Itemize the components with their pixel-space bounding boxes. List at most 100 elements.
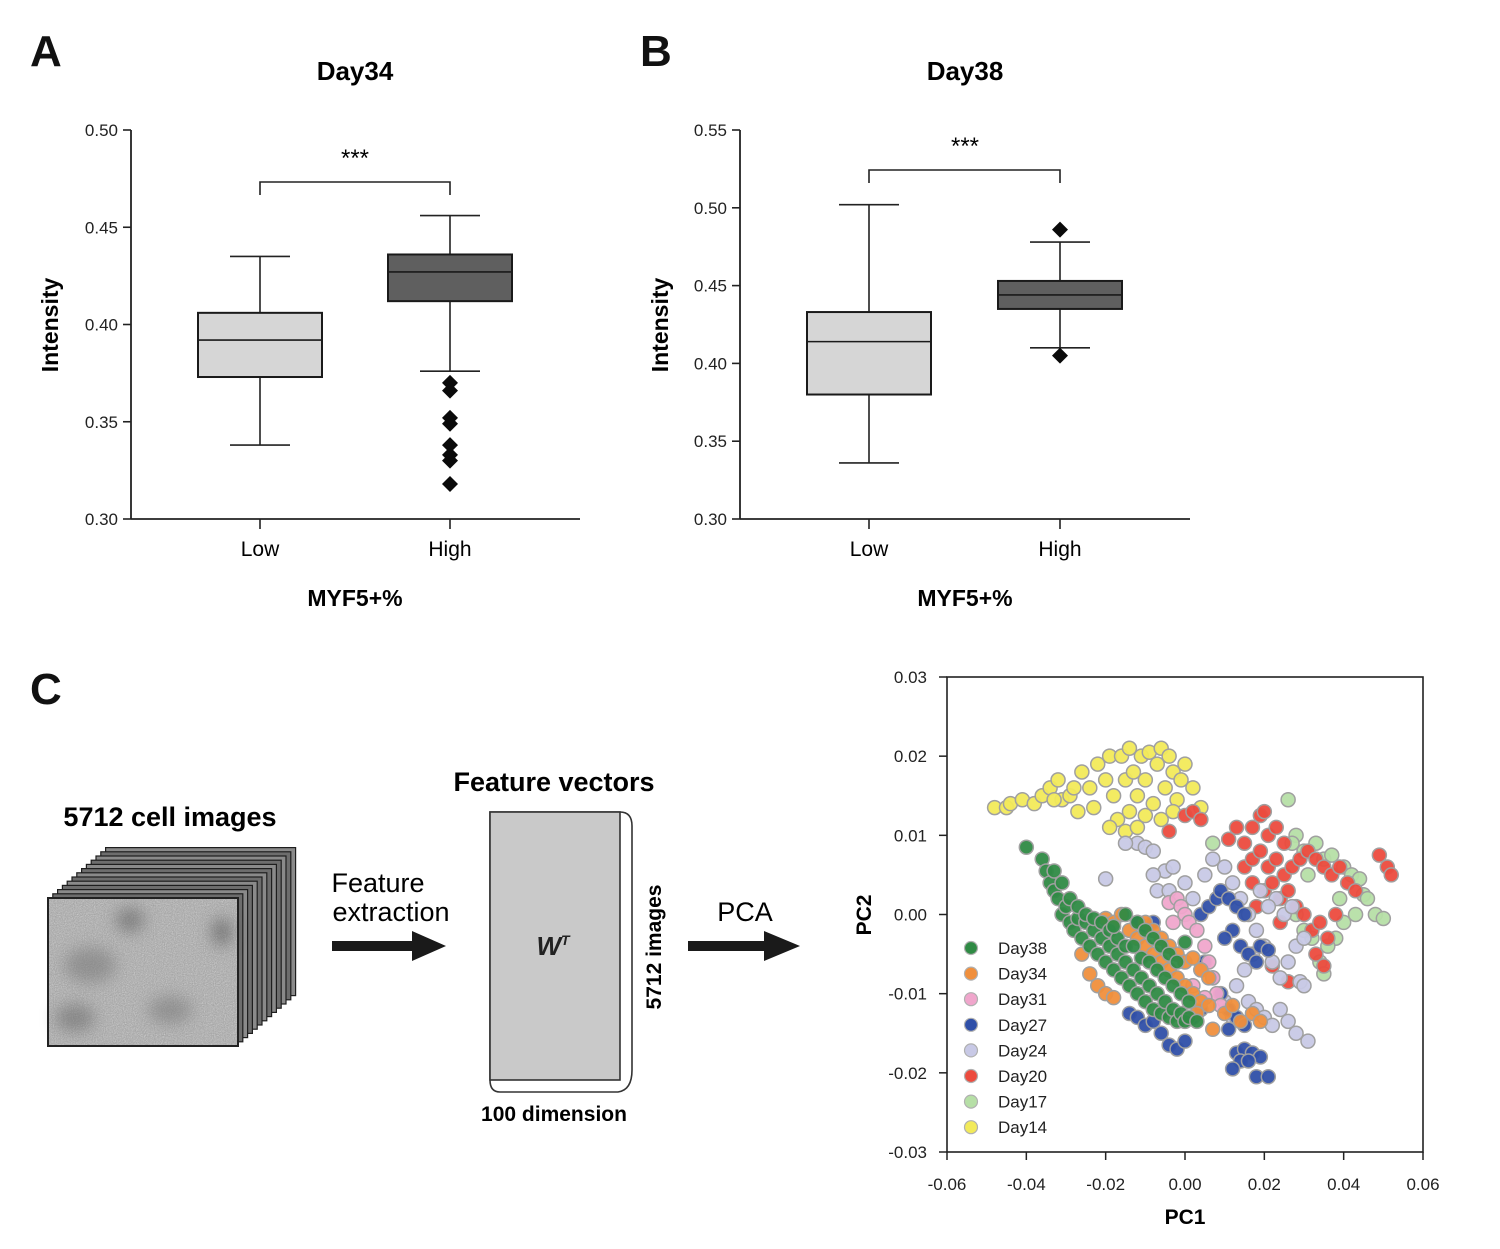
- outlier-point: [442, 437, 458, 454]
- series-day20: [1161, 803, 1400, 990]
- data-point: [1320, 930, 1336, 946]
- data-point: [1280, 791, 1296, 808]
- data-point: [1236, 835, 1253, 851]
- arrow-pca-icon: [688, 931, 800, 961]
- outlier-point: [442, 415, 458, 432]
- data-point: [1280, 1013, 1296, 1030]
- data-point: [1272, 1001, 1288, 1018]
- data-point: [1173, 772, 1189, 788]
- data-point: [1288, 1025, 1304, 1041]
- data-point: [1236, 906, 1253, 923]
- data-point: [1228, 819, 1245, 836]
- box-iqr: [197, 311, 323, 379]
- data-point: [1280, 883, 1296, 899]
- data-point: [1252, 843, 1269, 859]
- data-point: [1312, 914, 1328, 931]
- data-point: [1276, 835, 1292, 851]
- data-point: [1101, 819, 1118, 836]
- rows-label: 5712 images: [643, 885, 666, 1010]
- y-tick-label: 0.35: [694, 432, 727, 451]
- data-point: [1300, 1033, 1316, 1049]
- data-point: [1244, 819, 1261, 836]
- data-point: [1177, 875, 1193, 891]
- x-axis-label: MYF5+%: [917, 585, 1012, 611]
- data-point: [1050, 772, 1066, 788]
- legend-item-day27: Day27: [963, 1016, 1047, 1035]
- legend-marker: [963, 992, 979, 1007]
- data-point: [1185, 950, 1201, 966]
- data-point: [1232, 1013, 1249, 1030]
- box-high: [997, 221, 1123, 364]
- data-point: [1224, 1061, 1241, 1077]
- y-axis-label: Intensity: [37, 278, 63, 373]
- data-point: [1097, 772, 1114, 788]
- outlier-point: [442, 452, 458, 469]
- data-point: [1145, 867, 1162, 883]
- y-axis-label: Intensity: [647, 278, 673, 373]
- data-point: [1117, 835, 1134, 851]
- x-tick-label-low: Low: [850, 538, 889, 561]
- y-tick-label: 0.02: [894, 747, 927, 766]
- x-tick-label: -0.04: [1007, 1175, 1046, 1194]
- data-point: [1082, 780, 1098, 796]
- series-day14: [986, 740, 1209, 840]
- data-point: [1189, 1013, 1205, 1030]
- data-point: [1224, 997, 1241, 1014]
- data-point: [1145, 795, 1162, 812]
- data-point: [1205, 1021, 1221, 1038]
- panel-label-b: B: [640, 27, 672, 76]
- legend-item-day38: Day38: [963, 939, 1047, 958]
- data-point: [1280, 954, 1296, 970]
- data-point: [1018, 839, 1035, 855]
- y-tick-label: -0.02: [888, 1064, 927, 1083]
- boxplot-day34: Day34 Intensity MYF5+% Low High *** 0.30…: [37, 56, 580, 611]
- x-tick-label: 0.04: [1327, 1175, 1360, 1194]
- data-point: [1268, 819, 1284, 836]
- data-point: [1300, 867, 1316, 883]
- significance-bracket: [868, 169, 1061, 183]
- data-point: [1089, 756, 1106, 772]
- data-point: [1331, 859, 1348, 875]
- data-point: [1220, 1021, 1237, 1038]
- y-tick-label: 0.45: [694, 277, 727, 296]
- data-point: [1153, 811, 1169, 828]
- outlier-point: [442, 382, 458, 399]
- data-point: [1161, 823, 1177, 840]
- y-tick-label: 0.40: [694, 354, 727, 373]
- matrix-label-sup: T: [561, 932, 571, 948]
- x-tick-label: 0.06: [1406, 1175, 1439, 1194]
- panel-label-c: C: [30, 665, 62, 714]
- y-tick-label: 0.30: [694, 510, 727, 529]
- data-point: [1165, 859, 1181, 875]
- data-point: [1201, 970, 1217, 986]
- legend-item-day17: Day17: [963, 1093, 1047, 1112]
- cell-images-label: 5712 cell images: [63, 802, 276, 832]
- x-tick-label-high: High: [1038, 538, 1081, 561]
- x-tick-label-high: High: [428, 538, 471, 561]
- data-point: [1327, 906, 1344, 923]
- data-point: [1296, 930, 1312, 946]
- data-point: [1129, 819, 1146, 836]
- data-point: [1185, 780, 1201, 796]
- x-axis-label: PC1: [1165, 1206, 1206, 1229]
- data-point: [1157, 780, 1173, 796]
- data-point: [1220, 831, 1237, 848]
- data-point: [1248, 954, 1265, 970]
- data-point: [1324, 847, 1340, 863]
- legend-item-day24: Day24: [963, 1041, 1047, 1060]
- outlier-point: [1052, 221, 1068, 238]
- box-iqr: [806, 311, 932, 396]
- y-axis-label: PC2: [853, 895, 876, 936]
- data-point: [1121, 740, 1138, 756]
- legend-item-day34: Day34: [963, 965, 1047, 984]
- data-point: [1097, 871, 1114, 887]
- y-tick-label: 0.50: [85, 121, 118, 140]
- legend-label: Day34: [998, 965, 1047, 984]
- data-point: [1197, 938, 1213, 954]
- significance-marker: ***: [951, 133, 979, 160]
- box-low: [197, 255, 323, 446]
- chart-title: Day38: [927, 56, 1004, 86]
- significance-marker: ***: [341, 145, 369, 172]
- y-tick-label: 0.50: [694, 199, 727, 218]
